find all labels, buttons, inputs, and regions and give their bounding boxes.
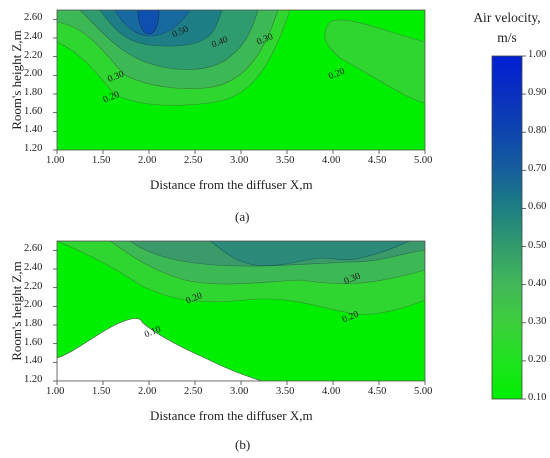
colorbar-tick-label: 0.20 [528, 353, 547, 365]
x-tick-label: 2.50 [184, 155, 203, 166]
y-tick-label: 1.60 [24, 336, 43, 348]
panel-label-a: (a) [235, 209, 250, 224]
x-axis-label-b: Distance from the diffuser X,m [150, 408, 313, 423]
contour-a-band-0.70-0.80 [137, 10, 160, 35]
y-tick-label: 2.00 [24, 68, 43, 80]
contour-panel-b [57, 241, 425, 381]
colorbar-tick-label: 0.40 [528, 277, 547, 289]
y-tick-label: 1.80 [24, 87, 43, 98]
y-axis-label-b: Room's height Z,m [9, 261, 24, 361]
x-tick-label: 2.00 [138, 155, 157, 166]
x-tick-label: 1.50 [92, 155, 111, 166]
x-axis-label-a: Distance from the diffuser X,m [150, 177, 313, 192]
tick-marks [53, 18, 526, 400]
y-tick-label: 1.60 [24, 105, 43, 117]
x-tick-label: 4.50 [368, 155, 387, 166]
y-tick-label: 1.40 [24, 124, 43, 136]
y-tick-label: 2.40 [24, 31, 43, 42]
x-tick-label: 2.50 [184, 386, 203, 397]
low-velocity-zone-b [57, 318, 263, 381]
x-tick-label: 3.00 [230, 386, 249, 397]
panel-label-b: (b) [235, 437, 251, 452]
x-tick-label: 4.00 [322, 386, 341, 397]
colorbar-title-line1: Air velocity, [473, 10, 541, 25]
colorbar-tick-label: 0.80 [528, 125, 547, 137]
y-tick-label: 2.20 [24, 49, 43, 61]
y-tick-label: 1.20 [24, 143, 43, 154]
colorbar-title: Air velocity, m/s [467, 8, 547, 48]
x-tick-label: 1.00 [46, 155, 65, 166]
y-tick-label: 2.00 [24, 299, 43, 311]
y-tick-label: 1.20 [24, 374, 43, 385]
x-tick-label: 4.00 [322, 155, 341, 166]
x-tick-label: 5.00 [414, 155, 433, 166]
colorbar [491, 55, 523, 400]
contour-b-band-0.40-0.50 [209, 241, 411, 266]
y-tick-label: 2.20 [24, 280, 43, 292]
y-tick-label: 2.40 [24, 262, 43, 273]
colorbar-tick-label: 0.50 [528, 239, 547, 251]
y-tick-label: 1.80 [24, 318, 43, 329]
y-tick-label: 2.60 [24, 12, 43, 24]
y-tick-label: 2.60 [24, 243, 43, 255]
colorbar-tick-label: 0.70 [528, 163, 547, 175]
x-tick-label: 5.00 [414, 386, 433, 397]
colorbar-tick-label: 0.30 [528, 315, 547, 327]
x-tick-label: 3.00 [230, 155, 249, 166]
colorbar-tick-label: 0.60 [528, 201, 547, 213]
x-tick-label: 2.00 [138, 386, 157, 397]
x-tick-label: 1.50 [92, 386, 111, 397]
y-tick-label: 1.40 [24, 355, 43, 367]
contour-panel-a [57, 10, 425, 150]
x-tick-label: 4.50 [368, 386, 387, 397]
colorbar-tick-label: 0.10 [528, 392, 547, 403]
x-tick-label: 3.50 [276, 155, 295, 166]
colorbar-title-line2: m/s [497, 30, 517, 45]
x-tick-label: 1.00 [46, 386, 65, 397]
colorbar-tick-label: 1.00 [528, 49, 547, 60]
x-tick-label: 3.50 [276, 386, 295, 397]
colorbar-tick-label: 0.90 [528, 87, 547, 99]
y-axis-label-a: Room's height Z,m [9, 30, 24, 130]
